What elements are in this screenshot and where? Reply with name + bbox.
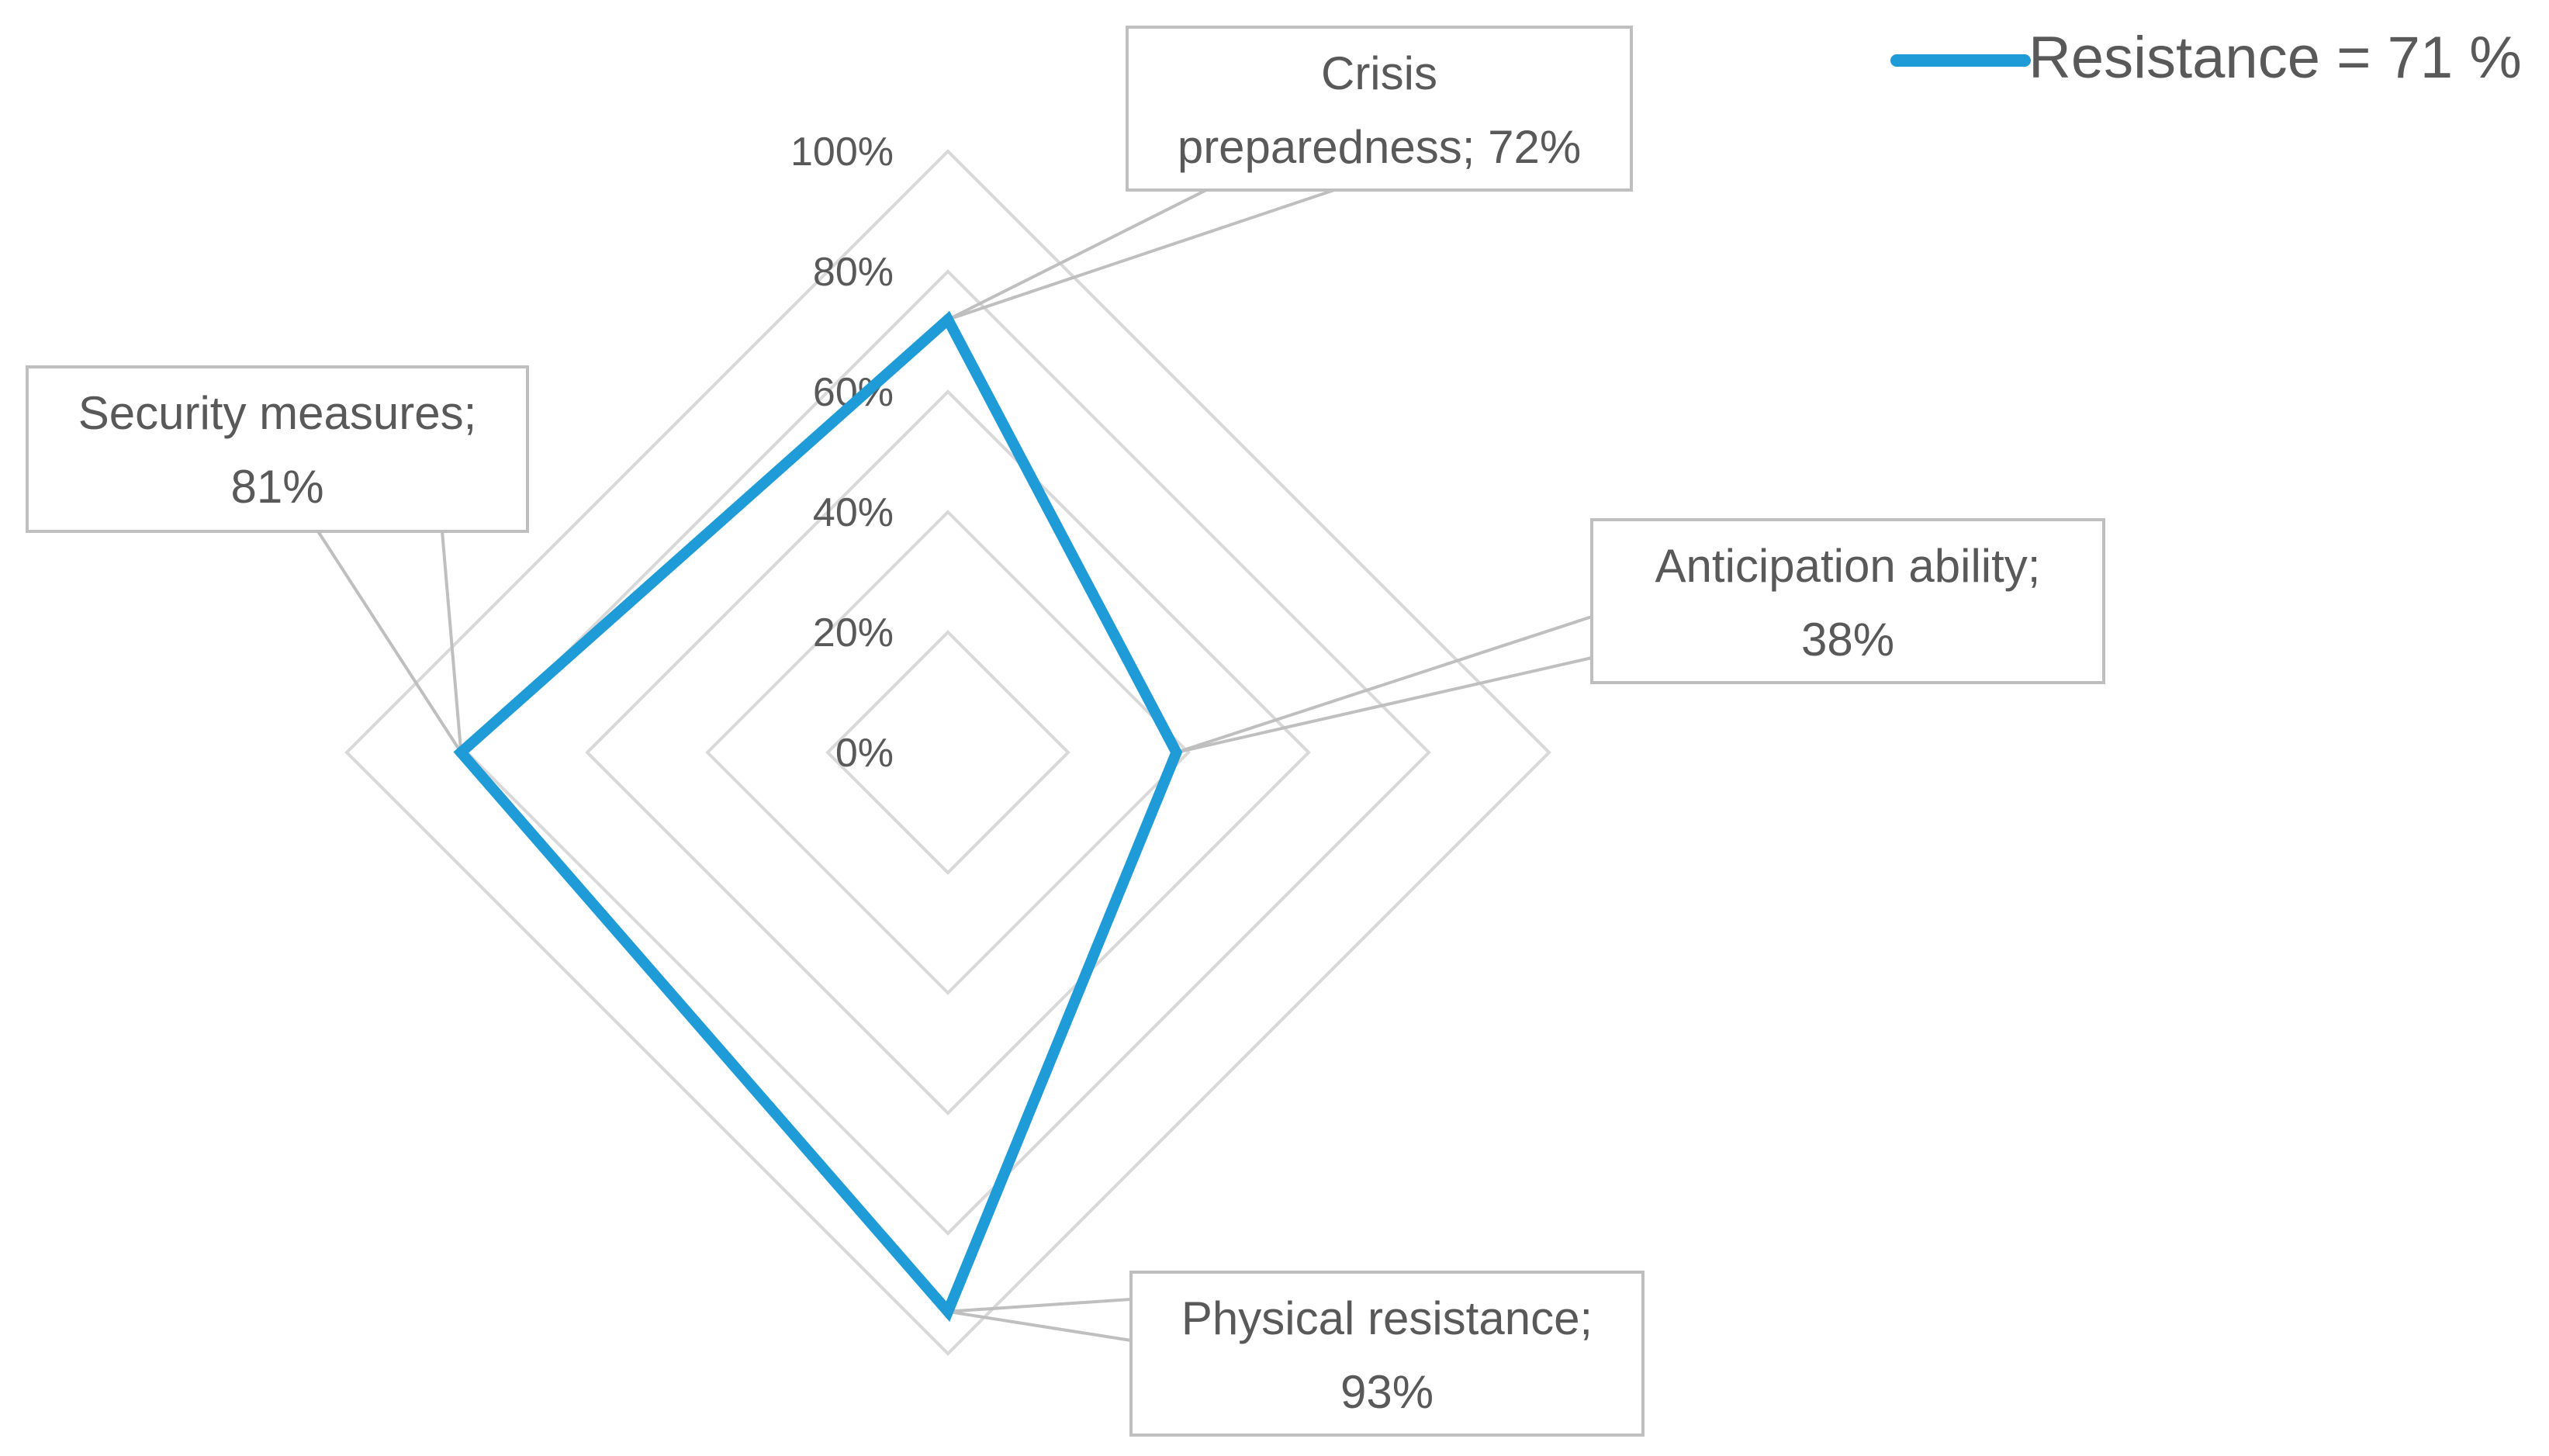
data-label-text: Security measures; 81% <box>78 387 477 513</box>
leader-line-layer <box>316 188 1593 1342</box>
data-label-line: 93% <box>1340 1366 1434 1418</box>
data-label-line: Crisis <box>1321 47 1437 99</box>
grid-ring-100 <box>344 149 1551 1356</box>
leader-line <box>316 530 463 754</box>
data-label-layer: Crisis preparedness; 72% Anticipation abil… <box>26 26 2105 1437</box>
grid-ring-40 <box>705 510 1191 995</box>
data-point <box>1171 747 1182 758</box>
data-label-line: Anticipation ability; <box>1655 540 2041 592</box>
data-label-line: 81% <box>230 461 323 513</box>
legend-label: Resistance = 71 % <box>2028 25 2522 91</box>
tick-label: 100% <box>790 130 894 175</box>
data-label: Security measures; 81% <box>26 365 529 533</box>
data-label: Crisis preparedness; 72% <box>1126 26 1633 192</box>
grid-ring-60 <box>585 389 1311 1115</box>
data-label: Physical resistance; 93% <box>1129 1271 1645 1437</box>
tick-label: 40% <box>813 490 894 535</box>
grid-layer <box>344 149 1551 1356</box>
data-point <box>455 747 467 758</box>
data-label-box <box>1590 518 2105 684</box>
data-label-text: Crisis preparedness; 72% <box>1178 47 1581 173</box>
series-layer <box>453 310 1183 1322</box>
data-label-box <box>1129 1271 1645 1437</box>
grid-ring-80 <box>465 269 1431 1236</box>
data-label-line: 38% <box>1801 614 1894 666</box>
data-label-box <box>1126 26 1633 192</box>
data-label-text: Physical resistance; 93% <box>1181 1292 1593 1418</box>
tick-label: 0% <box>835 731 894 776</box>
data-label-box <box>26 365 529 533</box>
data-point <box>942 314 953 325</box>
grid-ring-20 <box>825 630 1070 875</box>
leader-line <box>947 1298 1132 1342</box>
data-point <box>942 1306 953 1317</box>
data-label-text: Anticipation ability; 38% <box>1655 540 2041 666</box>
series-line <box>453 310 1183 1322</box>
data-label-line: Security measures; <box>78 387 477 439</box>
legend: Resistance = 71 % <box>1890 25 2522 91</box>
data-label-line: Physical resistance; <box>1181 1292 1593 1344</box>
tick-label-layer: 0%20%40%60%80%100% <box>790 130 894 776</box>
tick-label: 80% <box>813 250 894 295</box>
data-label-line: preparedness; 72% <box>1178 121 1581 173</box>
data-label: Anticipation ability; 38% <box>1590 518 2105 684</box>
tick-label: 20% <box>813 610 894 655</box>
